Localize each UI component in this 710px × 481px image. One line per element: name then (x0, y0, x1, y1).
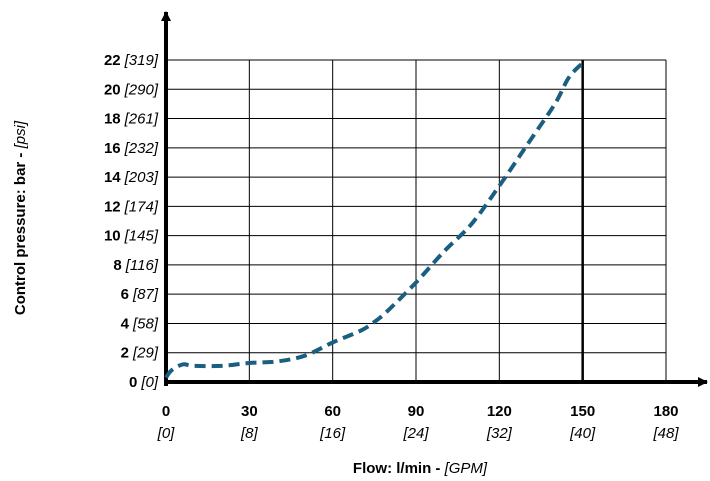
y-tick-label: 14 [203] (104, 169, 159, 186)
y-tick-label: 8 [116] (113, 257, 158, 274)
y-tick-label: 16 [232] (104, 140, 159, 157)
x-tick-sublabel: [0] (157, 425, 176, 442)
x-tick-sublabel: [8] (240, 425, 259, 442)
x-tick-sublabel: [16] (319, 425, 346, 442)
x-tick-sublabel: [40] (569, 425, 596, 442)
x-tick-label: 0 (162, 403, 170, 420)
y-tick-label: 20 [290] (104, 81, 159, 98)
tick-labels: 0 [0]2 [29]4 [58]6 [87]8 [116]10 [145]12 [174]1… (104, 52, 679, 442)
y-tick-label: 6 [87] (121, 286, 159, 303)
axes (161, 11, 708, 387)
y-tick-label: 18 [261] (104, 111, 159, 128)
x-tick-label: 60 (324, 403, 341, 420)
y-tick-label: 0 [0] (129, 374, 159, 391)
x-tick-sublabel: [32] (486, 425, 513, 442)
x-tick-label: 30 (241, 403, 258, 420)
y-tick-label: 10 [145] (104, 228, 159, 245)
series-line-0 (164, 61, 585, 379)
x-tick-label: 90 (408, 403, 425, 420)
y-tick-label: 22 [319] (104, 52, 159, 69)
x-tick-label: 180 (653, 403, 678, 420)
x-tick-sublabel: [24] (402, 425, 429, 442)
x-tick-label: 120 (487, 403, 512, 420)
x-axis-title: Flow: l/min - [GPM] (353, 460, 488, 477)
y-tick-label: 2 [29] (121, 345, 159, 362)
series-layer (164, 61, 585, 379)
x-tick-sublabel: [48] (652, 425, 679, 442)
x-tick-label: 150 (570, 403, 595, 420)
y-axis-title: Control pressure: bar - [psi] (12, 120, 29, 315)
y-tick-label: 4 [58] (121, 315, 159, 332)
y-tick-label: 12 [174] (104, 198, 159, 215)
grid-lines (166, 59, 667, 382)
